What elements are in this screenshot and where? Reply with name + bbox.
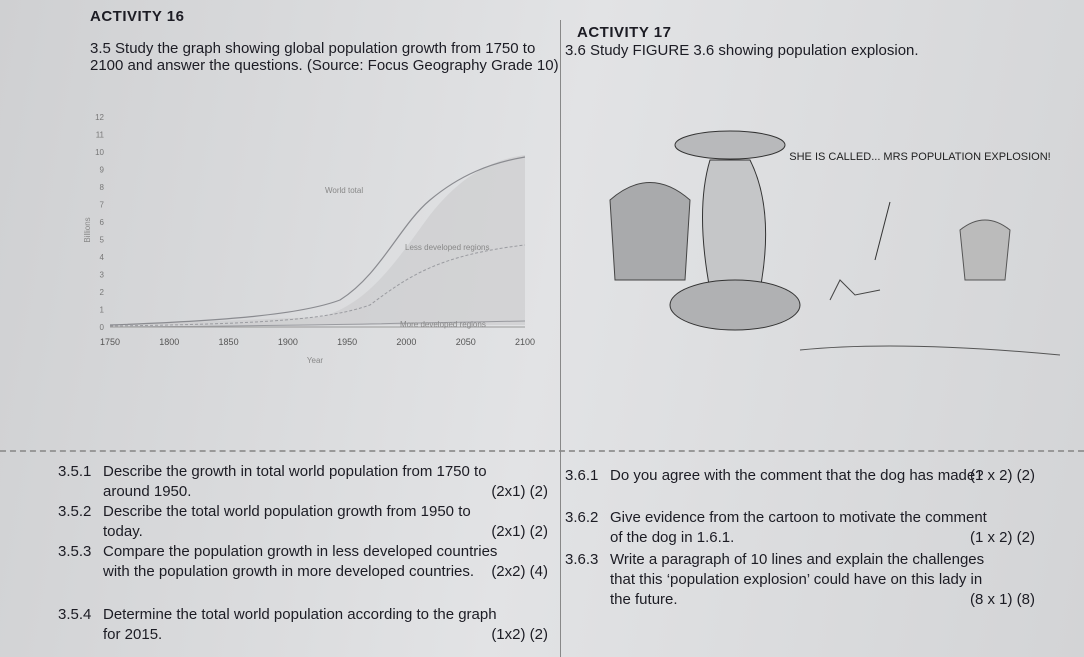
question-number: 3.5.3 bbox=[58, 543, 92, 560]
question-number: 3.5.4 bbox=[58, 606, 92, 623]
y-tick-label: 2 bbox=[100, 288, 105, 297]
question-number: 3.5.2 bbox=[58, 503, 92, 520]
x-tick-label: 1750 bbox=[100, 337, 120, 347]
question-text: Compare the population growth in less de… bbox=[103, 543, 498, 580]
question-marks: (2x1) (2) bbox=[491, 483, 548, 500]
x-tick-label: 2100 bbox=[515, 337, 535, 347]
y-tick-label: 6 bbox=[100, 218, 105, 227]
question-number: 3.6.1 bbox=[565, 467, 599, 484]
y-tick-label: 10 bbox=[95, 148, 104, 157]
x-tick-label: 1850 bbox=[219, 337, 239, 347]
cartoon: SHE IS CALLED... MRS POPULATION EXPLOSIO… bbox=[609, 130, 1061, 356]
curve-label: More developed regions bbox=[400, 320, 486, 329]
question: 3.5.2 Describe the total world population… bbox=[58, 502, 548, 542]
question: 3.6.1 Do you agree with the comment that … bbox=[565, 466, 1035, 486]
question-text: Do you agree with the comment that the d… bbox=[610, 467, 984, 484]
question-marks: (1x2) (2) bbox=[491, 626, 548, 643]
x-tick-label: 1800 bbox=[159, 337, 179, 347]
instruction: 3.5 Study the graph showing global popul… bbox=[90, 40, 559, 74]
question-text: Give evidence from the cartoon to motiva… bbox=[610, 509, 987, 546]
question-marks: (2x1) (2) bbox=[491, 523, 548, 540]
y-tick-label: 5 bbox=[100, 236, 105, 245]
question-text: Determine the total world population acc… bbox=[103, 606, 497, 643]
y-tick-label: 7 bbox=[100, 201, 105, 210]
y-tick-label: 1 bbox=[100, 306, 105, 315]
cartoon-caption: SHE IS CALLED... MRS POPULATION EXPLOSIO… bbox=[789, 151, 1050, 163]
curve-label: Less developed regions bbox=[405, 243, 490, 252]
question-text: Describe the growth in total world popul… bbox=[103, 463, 487, 500]
question: 3.5.4 Determine the total world populatio… bbox=[58, 605, 548, 645]
question: 3.5.1 Describe the growth in total world … bbox=[58, 462, 548, 502]
y-tick-label: 3 bbox=[100, 271, 105, 280]
activity-title: ACTIVITY 17 bbox=[577, 24, 672, 41]
x-tick-label: 2050 bbox=[456, 337, 476, 347]
question-number: 3.5.1 bbox=[58, 463, 92, 480]
question: 3.6.3 Write a paragraph of 10 lines and e… bbox=[565, 550, 1035, 610]
instruction: 3.6 Study FIGURE 3.6 showing population … bbox=[565, 42, 919, 59]
question-text: Describe the total world population grow… bbox=[103, 503, 471, 540]
question-marks: (8 x 1) (8) bbox=[969, 591, 1035, 608]
question-number: 3.6.3 bbox=[565, 551, 599, 568]
question: 3.5.3 Compare the population growth in le… bbox=[58, 542, 548, 582]
question-marks: (2x2) (4) bbox=[491, 563, 548, 580]
question-marks: (1 x 2) (2) bbox=[969, 467, 1035, 484]
divider bbox=[0, 450, 1084, 452]
y-tick-label: 8 bbox=[100, 183, 105, 192]
question: 3.6.2 Give evidence from the cartoon to m… bbox=[565, 508, 1035, 548]
y-tick-label: 11 bbox=[96, 131, 105, 140]
y-tick-label: 4 bbox=[100, 253, 105, 262]
x-tick-label: 2000 bbox=[396, 337, 416, 347]
question-number: 3.6.2 bbox=[565, 509, 599, 526]
x-axis-label: Year bbox=[307, 356, 324, 365]
y-axis-label: Billions bbox=[83, 217, 92, 242]
x-tick-label: 1950 bbox=[337, 337, 357, 347]
activity-title: ACTIVITY 16 bbox=[90, 8, 185, 25]
y-tick-label: 12 bbox=[95, 113, 104, 122]
curve-label: World total bbox=[325, 186, 363, 195]
y-tick-label: 0 bbox=[100, 323, 105, 332]
y-tick-label: 9 bbox=[100, 166, 105, 175]
column-divider bbox=[560, 20, 561, 657]
x-tick-label: 1900 bbox=[278, 337, 298, 347]
question-text: Write a paragraph of 10 lines and explai… bbox=[610, 551, 985, 608]
question-marks: (1 x 2) (2) bbox=[969, 529, 1035, 546]
